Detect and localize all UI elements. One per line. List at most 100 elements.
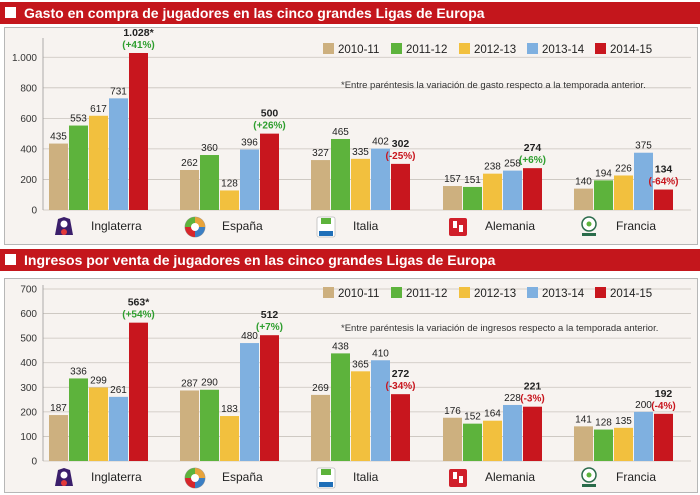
data-label: 360 [201,143,218,154]
bar [391,163,410,210]
legend-swatch [595,287,606,298]
bar [483,420,502,461]
bar [483,173,502,210]
category-label: Inglaterra [91,470,142,484]
bar [220,190,239,210]
y-tick-label: 200 [20,175,37,186]
variation-label: (-3%) [520,394,544,405]
legend-label: 2011-12 [406,288,447,300]
logo-band [582,233,596,236]
bar [503,170,522,210]
legend-swatch [459,43,470,54]
variation-label: (-34%) [385,381,415,392]
legend-swatch [595,43,606,54]
data-label: 192 [655,388,673,400]
category-label: Italia [353,219,379,233]
data-label: 200 [635,400,652,411]
data-label: 194 [595,168,612,179]
y-tick-label: 600 [20,114,37,125]
data-label: 290 [201,378,218,389]
bar-chart-ingresos: 0100200300400500600700187336299261563*(+… [20,285,691,489]
logo-figure [453,221,457,228]
data-label: 152 [464,412,481,423]
bar [240,149,259,210]
logo-center [191,223,199,231]
lfp-ball-icon [184,216,206,238]
legend-label: 2014-15 [610,288,652,300]
logo-figure [459,476,463,483]
chart-panel-ingresos: Ingresos por venta de jugadores en las c… [0,247,700,495]
data-label: 435 [50,132,67,143]
legend-label: 2012-13 [474,44,516,56]
data-label: 176 [444,406,461,417]
bar [129,322,148,461]
lfp-ball-icon [184,467,206,489]
bar [634,152,653,210]
variation-label: (-64%) [648,177,678,188]
bar [443,417,462,461]
data-label: 269 [312,383,329,394]
bar [69,125,88,210]
chart-title: Ingresos por venta de jugadores en las c… [24,252,496,268]
chart-title-bar: Ingresos por venta de jugadores en las c… [0,249,700,271]
y-tick-label: 500 [20,334,37,345]
data-label: 134 [655,164,673,176]
y-tick-label: 400 [20,144,37,155]
data-label: 617 [90,104,107,115]
legend-label: 2010-11 [338,288,379,300]
y-tick-label: 0 [31,457,37,468]
data-label: 465 [332,127,349,138]
logo-center [191,474,199,482]
bar [260,133,279,210]
variation-label: (+41%) [122,40,155,51]
bar [311,394,330,461]
logo-band [319,482,333,487]
data-label: 402 [372,137,389,148]
data-label: 287 [181,378,198,389]
category-label: Francia [616,219,656,233]
ligue-1-icon [581,467,597,487]
data-label: 238 [484,162,501,173]
chart-note: *Entre paréntesis la variación de gasto … [341,80,646,91]
legend-label: 2012-13 [474,288,516,300]
bar [49,143,68,210]
y-tick-label: 700 [20,285,37,296]
bar [89,115,108,210]
data-label: 261 [110,385,127,396]
data-label: 274 [524,142,542,154]
variation-label: (-25%) [385,151,415,162]
logo-figure [459,225,463,232]
data-label: 396 [241,138,258,149]
data-label: 157 [444,174,461,185]
data-label: 187 [50,403,67,414]
y-tick-label: 800 [20,83,37,94]
bar [220,416,239,461]
chart-panel-gasto: Gasto en compra de jugadores en las cinc… [0,0,700,247]
variation-label: (-4%) [651,401,675,412]
legend-swatch [527,43,538,54]
category-label: Alemania [485,470,535,484]
logo-stripe [321,218,331,224]
bar [129,52,148,210]
bundesliga-icon [449,469,467,487]
chart-area: 0 100 200 300 400 500 600 700 187 336 299 261 563* (+… [4,278,698,493]
data-label: 336 [70,366,87,377]
data-label: 262 [181,158,198,169]
legend-swatch [391,287,402,298]
data-label: 480 [241,331,258,342]
data-label: 500 [261,108,279,120]
y-tick-label: 400 [20,358,37,369]
data-label: 1.028* [123,28,154,39]
data-label: 438 [332,341,349,352]
legend-label: 2010-11 [338,44,379,56]
data-label: 410 [372,348,389,359]
bar [109,396,128,461]
lion-head [60,471,68,479]
data-label: 135 [615,416,632,427]
bar [371,148,390,210]
ball-dot [61,229,67,235]
data-label: 258 [504,159,521,170]
bar [311,160,330,210]
data-label: 731 [110,86,127,97]
bar [89,387,108,461]
